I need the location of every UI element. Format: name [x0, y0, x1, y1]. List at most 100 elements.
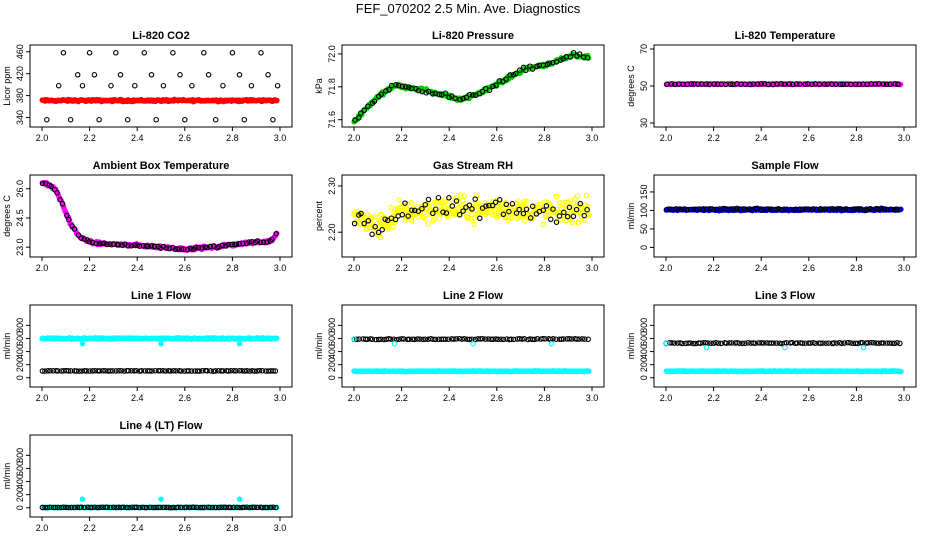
y-tick-label: 200: [15, 487, 25, 502]
data-point-avg: [553, 193, 560, 200]
data-point-raw: [699, 206, 706, 213]
data-point-high: [679, 340, 685, 347]
data-point-raw: [168, 505, 174, 511]
data-point-raw: [236, 241, 243, 247]
data-point-raw: [527, 215, 534, 221]
data-point-high: [498, 336, 504, 342]
data-point-raw: [194, 504, 200, 511]
data-point-avg: [421, 215, 428, 221]
data-point-high: [773, 340, 780, 346]
data-point-raw: [74, 72, 81, 78]
data-point-raw: [150, 504, 156, 511]
x-tick-label: 2.8: [850, 263, 863, 273]
data-point-raw: [183, 504, 190, 510]
data-point-raw: [460, 208, 466, 214]
data-point-high: [663, 340, 669, 347]
data-point-raw: [136, 504, 143, 511]
data-point-high: [386, 336, 392, 342]
data-point-raw: [96, 240, 102, 247]
data-point-raw: [746, 206, 753, 212]
data-point-raw: [887, 81, 893, 88]
data-point-raw: [890, 207, 897, 213]
data-point-avg: [472, 211, 478, 217]
data-point-raw: [873, 205, 879, 212]
data-point-raw: [270, 504, 276, 510]
data-point-raw: [713, 206, 720, 213]
data-point-low: [173, 368, 179, 374]
data-point-raw: [831, 206, 838, 213]
data-point-raw: [415, 208, 422, 214]
data-point-raw: [837, 81, 844, 88]
data-point-high: [532, 336, 538, 343]
data-point-high: [687, 340, 694, 346]
data-point-raw: [790, 206, 797, 213]
data-point-raw: [540, 207, 547, 213]
data-point-raw: [240, 240, 246, 247]
data-point-high: [817, 340, 824, 346]
data-point-raw: [775, 206, 782, 212]
data-point-raw: [71, 504, 78, 511]
x-tick-label: 2.6: [179, 393, 192, 403]
data-point-high: [783, 340, 790, 346]
data-point-high: [884, 340, 890, 346]
chart-panel-7: Line 1 Flow ml/min 2.0 2.2 2.4 2.6 2.8 3.0 0 2004…: [2, 290, 293, 403]
x-tick-label: 2.4: [131, 393, 144, 403]
data-point-high: [553, 336, 559, 342]
data-point-raw: [693, 206, 699, 213]
data-point-raw: [878, 205, 885, 211]
data-point-raw: [472, 196, 478, 202]
data-point-high: [873, 340, 880, 346]
data-point-raw: [54, 189, 60, 196]
data-point-high: [479, 335, 486, 342]
data-point-avg: [583, 192, 590, 199]
data-point-raw: [802, 81, 808, 87]
data-point-avg: [453, 195, 460, 201]
data-point-raw: [39, 180, 46, 187]
data-point-raw: [78, 504, 85, 511]
data-point-low: [157, 368, 163, 374]
panel-title: Line 4 (LT) Flow: [120, 420, 203, 432]
data-point-high: [726, 340, 733, 346]
data-point-low: [210, 368, 217, 374]
data-point-raw: [741, 206, 747, 212]
data-point-raw: [802, 206, 809, 212]
data-point-low: [239, 368, 245, 374]
data-point-raw: [717, 206, 723, 212]
data-point-high: [453, 336, 460, 342]
data-point-raw: [371, 98, 378, 105]
data-point-raw: [123, 504, 130, 511]
data-point-high: [273, 335, 280, 342]
y-tick-label: 460: [15, 44, 25, 59]
data-point-high: [542, 336, 548, 342]
x-tick-label: 2.4: [755, 393, 768, 403]
data-point-low: [89, 368, 96, 374]
data-point-raw: [810, 206, 817, 212]
data-point-high: [839, 340, 845, 347]
data-point-low: [233, 368, 239, 374]
data-point-raw: [178, 246, 185, 252]
data-point-raw: [184, 246, 191, 253]
data-point-raw: [486, 87, 493, 93]
data-point-raw: [430, 91, 436, 97]
data-point-raw: [749, 207, 756, 213]
data-point-high: [734, 339, 740, 346]
x-tick-label: 2.8: [226, 133, 239, 143]
data-point-high: [381, 336, 387, 343]
chart-panel-9: Line 3 Flow ml/min 2.0 2.2 2.4 2.6 2.8 3.0 0 2004…: [626, 290, 917, 403]
x-tick-label: 2.0: [36, 523, 49, 533]
data-point-avg: [274, 97, 280, 104]
data-point-avg: [496, 199, 503, 206]
data-point-raw: [120, 504, 127, 511]
data-point-raw: [506, 208, 512, 215]
data-point-avg: [385, 226, 391, 233]
data-point-low: [39, 368, 46, 374]
data-point-low: [586, 368, 592, 375]
data-point-avg: [560, 204, 566, 211]
data-point-high: [750, 340, 757, 346]
data-point-raw: [125, 243, 131, 249]
data-point-raw: [264, 239, 270, 245]
data-point-avg: [471, 221, 477, 228]
data-point-raw: [548, 216, 554, 223]
data-point-low: [236, 496, 243, 502]
